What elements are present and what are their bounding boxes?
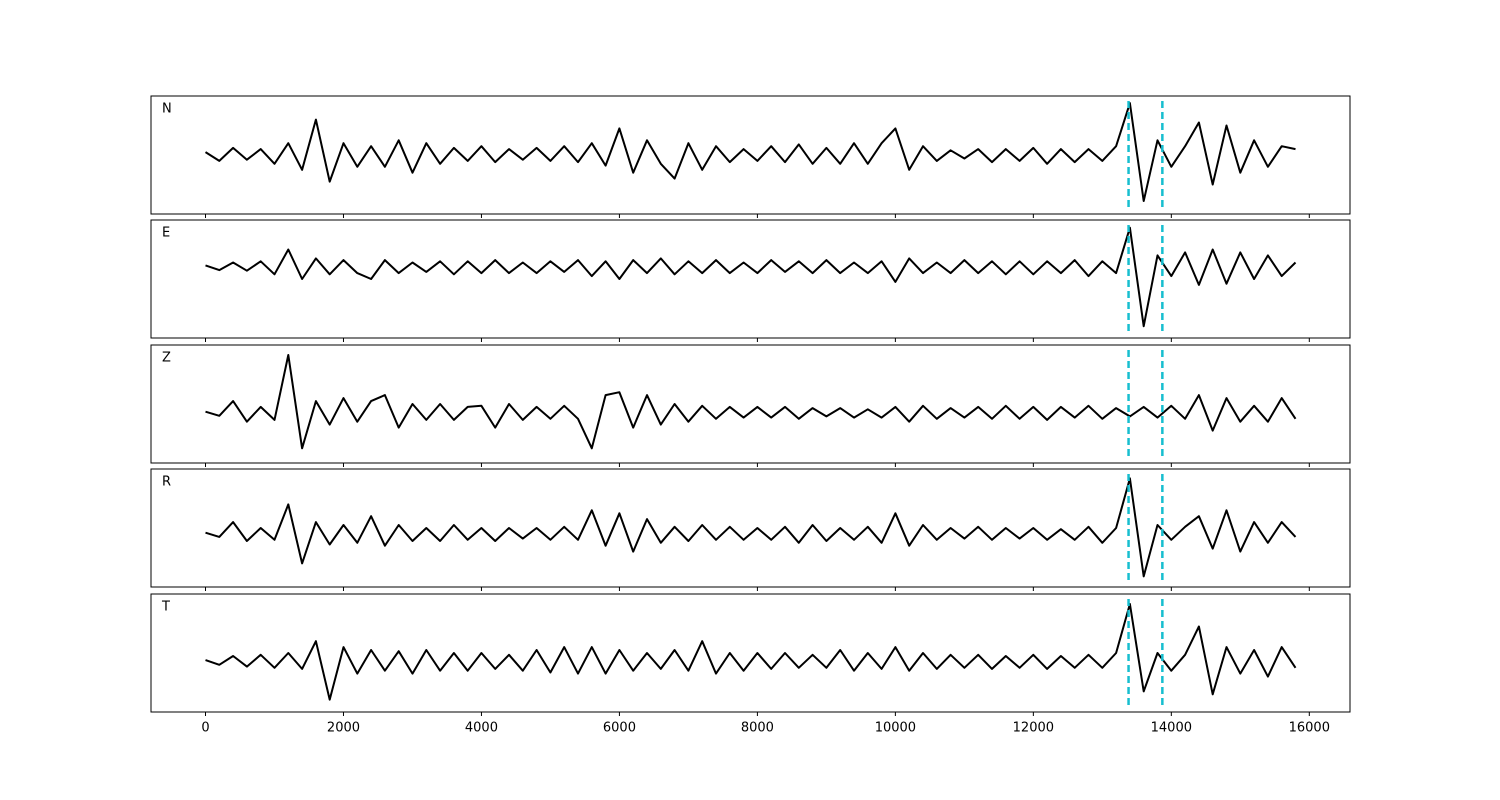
panel-label: T [161, 600, 170, 615]
trace [205, 226, 1297, 328]
panel-frame [150, 593, 1351, 713]
trace [205, 477, 1297, 578]
x-tick-label: 0 [201, 721, 209, 736]
x-tick-label: 16000 [1289, 721, 1330, 736]
x-tick-label: 14000 [1151, 721, 1192, 736]
x-tick-label: 4000 [465, 721, 498, 736]
trace [204, 102, 1296, 202]
trace [205, 354, 1297, 450]
x-tick-label: 8000 [741, 721, 774, 736]
panel-frame [150, 344, 1351, 464]
panel-label: Z [162, 351, 171, 366]
x-tick-label: 2000 [327, 721, 360, 736]
panel-label: E [162, 226, 170, 241]
panel-frame [150, 468, 1351, 588]
x-tick-label: 10000 [875, 721, 916, 736]
panel-frame [150, 219, 1351, 339]
panel-label: N [162, 102, 172, 117]
x-tick-label: 12000 [1013, 721, 1054, 736]
x-tick-label: 6000 [603, 721, 636, 736]
panel-label: R [162, 475, 171, 490]
panel-frame [150, 95, 1351, 215]
trace [205, 603, 1297, 701]
